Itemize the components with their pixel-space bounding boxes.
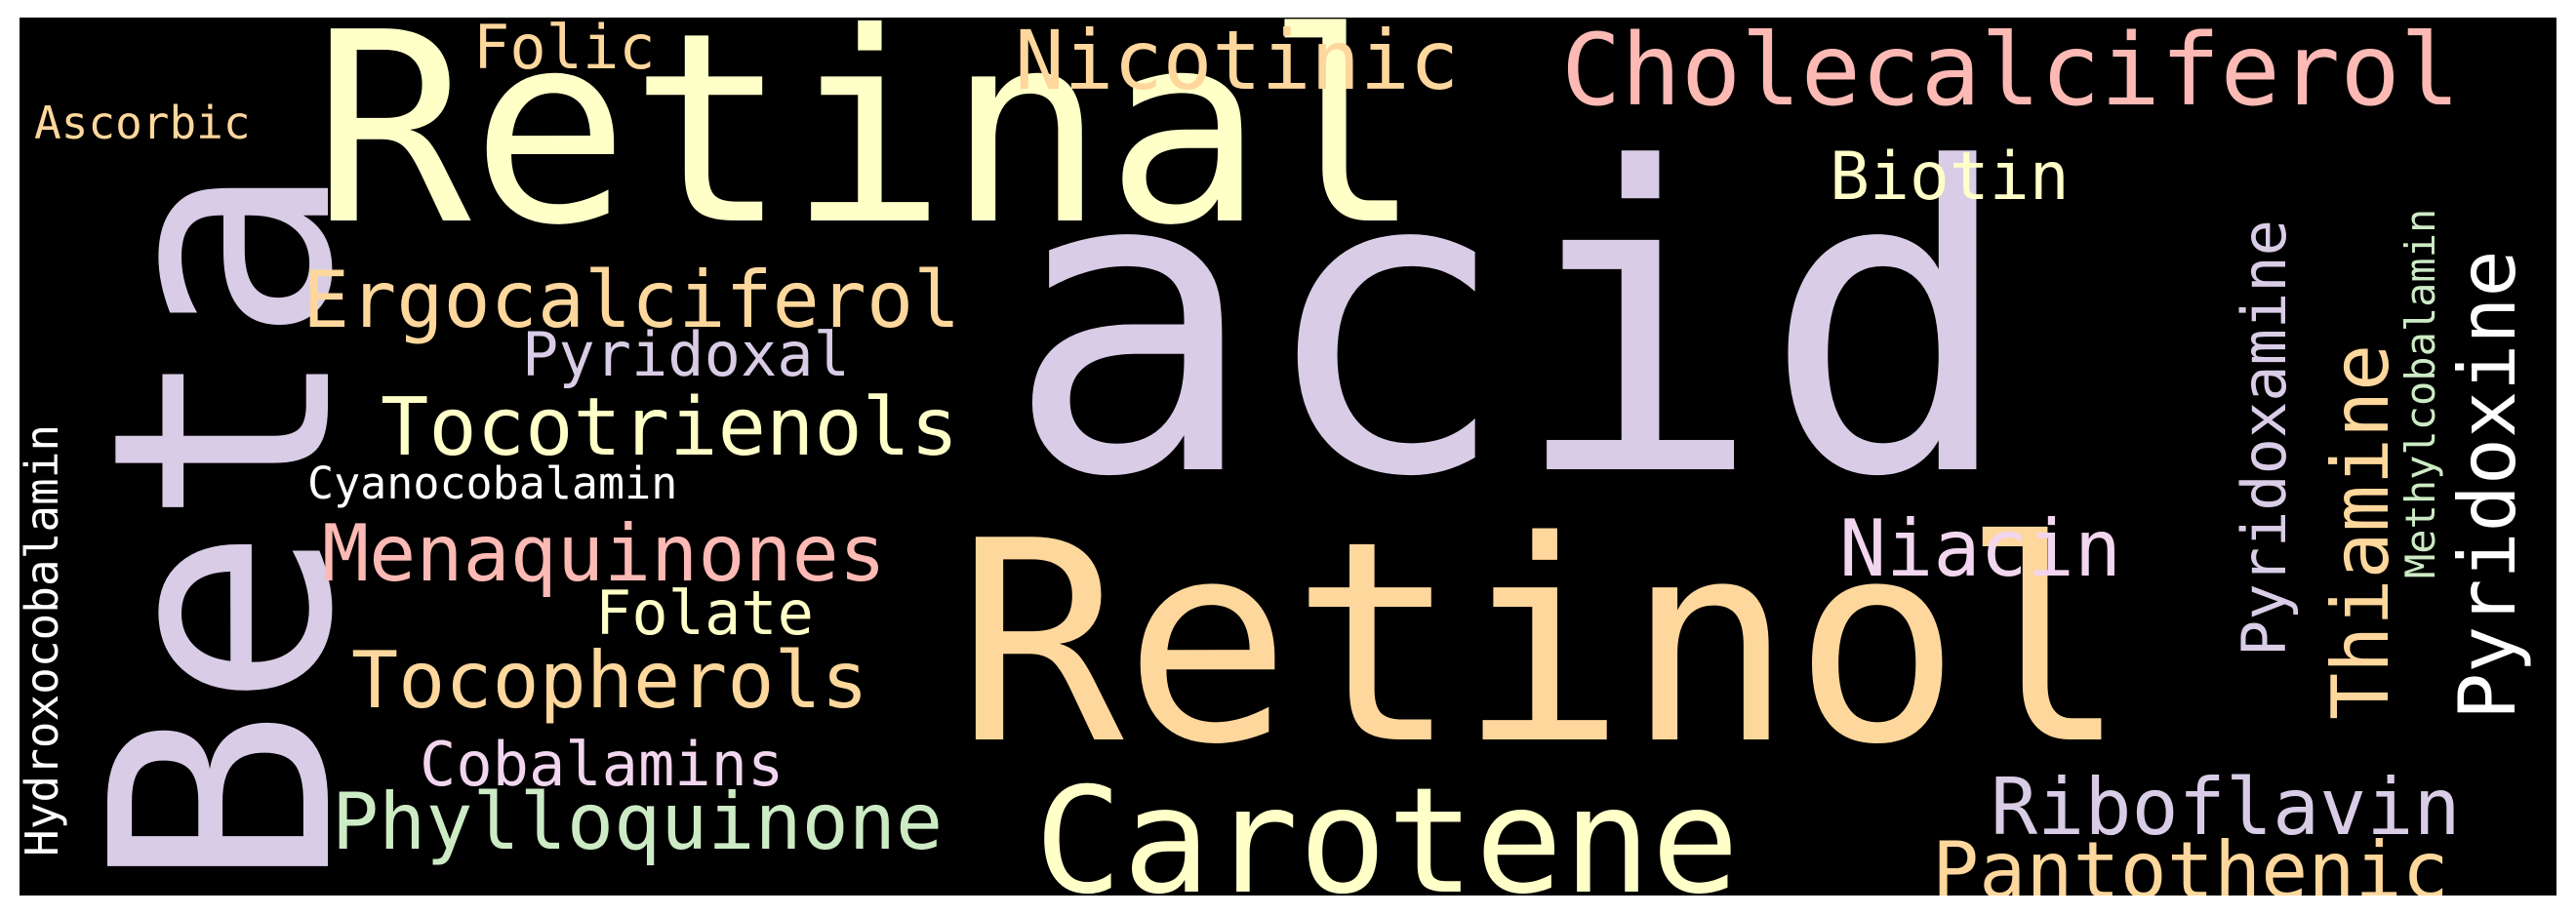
word-acid: acid <box>1005 81 2016 569</box>
word-riboflavin: Riboflavin <box>1991 762 2461 853</box>
word-folic: Folic <box>473 18 656 83</box>
word-tocopherols: Tocopherols <box>351 635 868 726</box>
word-pyridoxal: Pyridoxal <box>522 319 850 390</box>
word-folate: Folate <box>595 577 814 649</box>
word-menaquinones: Menaquinones <box>322 508 886 599</box>
word-pyridoxine: Pyridoxine <box>2442 250 2533 720</box>
word-tocotrienols: Tocotrienols <box>381 381 959 474</box>
word-ergocalciferol: Ergocalciferol <box>302 255 961 345</box>
word-niacin: Niacin <box>1839 503 2121 594</box>
word-biotin: Biotin <box>1830 139 2070 216</box>
word-thiamine: Thiamine <box>2315 343 2406 720</box>
word-hydroxocobalamin: Hydroxocobalamin <box>20 423 68 856</box>
word-nicotinic: Nicotinic <box>1015 18 1460 108</box>
word-carotene: Carotene <box>1034 757 1740 896</box>
word-cobalamins: Cobalamins <box>420 729 785 800</box>
word-retinal: Retinal <box>312 18 1423 283</box>
word-retinol: Retinol <box>956 482 2129 806</box>
word-pantothenic: Pantothenic <box>1932 825 2449 896</box>
word-ascorbic: Ascorbic <box>34 97 251 149</box>
word-pyridoxamine: Pyridoxamine <box>2229 219 2300 657</box>
word-phylloquinone: Phylloquinone <box>332 777 944 867</box>
word-cholecalciferol: Cholecalciferol <box>1561 18 2461 129</box>
word-cyanocobalamin: Cyanocobalamin <box>307 458 678 509</box>
word-cloud: acid Retinal Retinol Beta Carotene Chole… <box>20 18 2556 896</box>
word-methylcobalamin: Methylcobalamin <box>2396 208 2444 578</box>
